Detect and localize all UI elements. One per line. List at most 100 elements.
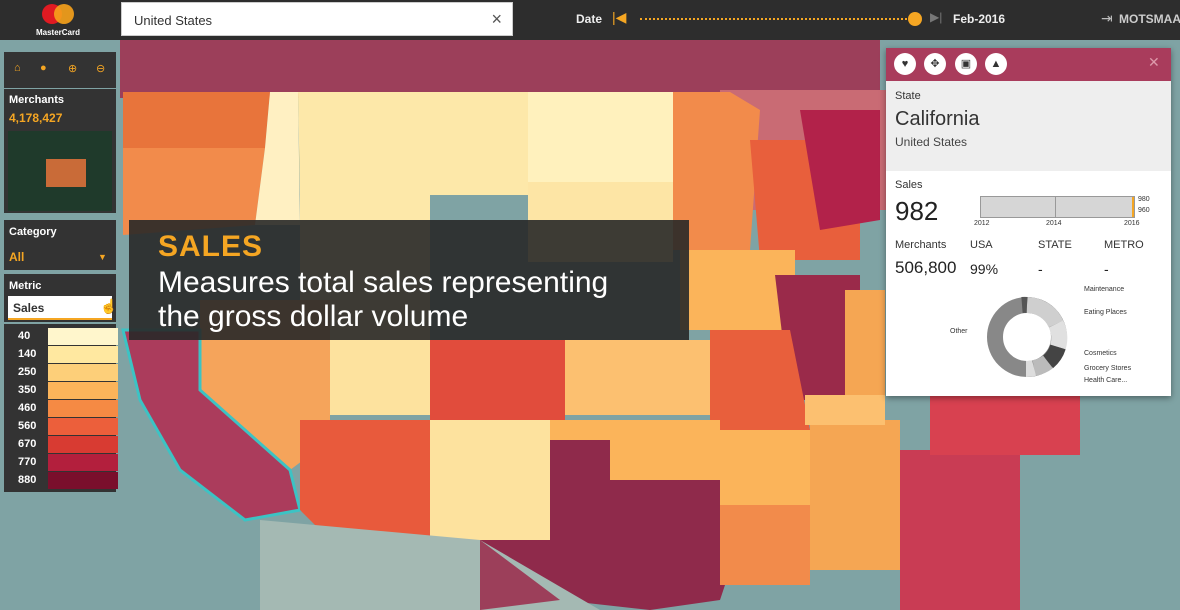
legend-row: 140: [8, 346, 118, 363]
donut-label-grocery: Grocery Stores: [1084, 365, 1132, 372]
merchants-card: Merchants 4,178,427: [4, 89, 116, 213]
skip-to-end-icon[interactable]: ▶|: [930, 10, 943, 24]
date-value: Feb-2016: [953, 12, 1006, 26]
state-section: State California United States: [886, 81, 1171, 171]
state-label: State: [895, 90, 921, 102]
sales-label: Sales: [895, 179, 923, 191]
legend-swatch: [48, 400, 118, 417]
metric-select[interactable]: Sales ☝: [8, 296, 117, 320]
close-icon[interactable]: ×: [491, 9, 502, 29]
globe-icon[interactable]: ●: [40, 62, 47, 74]
minimap-viewport[interactable]: [46, 159, 86, 187]
overlay-title: SALES: [158, 230, 264, 263]
overlay-line-2: the gross dollar volume: [158, 300, 469, 333]
legend-value: 460: [18, 402, 37, 414]
legend-swatch: [48, 454, 118, 471]
metro-column-label: METRO: [1104, 239, 1144, 251]
legend-swatch: [48, 328, 118, 345]
metric-card: Metric Sales ☝: [4, 274, 117, 322]
spark-year-2012: 2012: [974, 220, 990, 227]
search-value: United States: [134, 13, 213, 28]
sales-sparkline: [980, 196, 1135, 218]
state-country: United States: [895, 135, 968, 149]
legend-row: 880: [8, 472, 118, 489]
home-icon[interactable]: ⌂: [14, 62, 21, 74]
donut-label-maintenance: Maintenance: [1084, 286, 1125, 293]
mastercard-logo-icon: [42, 4, 74, 24]
metric-label: Metric: [9, 280, 42, 292]
top-bar: MasterCard United States × Date |◀ ▶| Fe…: [0, 0, 1180, 40]
legend-row: 350: [8, 382, 118, 399]
merchants-label: Merchants: [895, 239, 947, 251]
donut-label-eating: Eating Places: [1084, 309, 1127, 316]
donut-label-health: Health Care...: [1084, 377, 1128, 384]
donut-label-other: Other: [950, 328, 968, 335]
legend-row: 40: [8, 328, 118, 345]
legend-value: 40: [18, 330, 31, 342]
donut-grocery[interactable]: [1032, 355, 1053, 376]
state-info-panel: ♥ ✥ ▣ ▲ ✕ State California United States…: [886, 48, 1171, 396]
metro-share-value: -: [1104, 261, 1109, 277]
merchants-value: 506,800: [895, 258, 957, 277]
usa-share-value: 99%: [970, 261, 999, 277]
donut-health[interactable]: [1025, 360, 1036, 378]
date-slider-handle[interactable]: [908, 12, 922, 26]
metric-overlay: SALES Measures total sales representing …: [129, 220, 689, 340]
legend-row: 460: [8, 400, 118, 417]
category-card: Category All ▼: [4, 220, 116, 270]
donut-cosmetics[interactable]: [1042, 344, 1066, 369]
logout-icon[interactable]: ⇥: [1101, 10, 1113, 26]
chevron-down-icon[interactable]: ▼: [98, 252, 107, 262]
category-select[interactable]: All: [9, 250, 25, 264]
donut-eating-places[interactable]: [1026, 297, 1064, 328]
spark-year-2014: 2014: [1046, 220, 1062, 227]
legend-value: 140: [18, 348, 37, 360]
legend-swatch: [48, 346, 118, 363]
legend-value: 250: [18, 366, 37, 378]
legend-swatch: [48, 418, 118, 435]
state-column-label: STATE: [1038, 239, 1072, 251]
category-label: Category: [9, 226, 57, 238]
color-legend: 40 140 250 350 460 560 670 770 880: [4, 324, 118, 492]
legend-row: 250: [8, 364, 118, 381]
area-chart-icon[interactable]: ▲: [985, 53, 1007, 75]
state-share-value: -: [1038, 261, 1043, 277]
legend-value: 880: [18, 474, 37, 486]
legend-row: 770: [8, 454, 118, 471]
user-name[interactable]: MOTSMAA: [1119, 12, 1180, 26]
legend-swatch: [48, 472, 118, 489]
legend-value: 350: [18, 384, 37, 396]
trophy-icon[interactable]: ♥: [894, 53, 916, 75]
category-donut-chart[interactable]: [982, 292, 1072, 382]
legend-value: 670: [18, 438, 37, 450]
merchants-value: 4,178,427: [9, 111, 63, 125]
zoom-out-icon[interactable]: ⊖: [96, 63, 106, 75]
zoom-in-icon[interactable]: ⊕: [68, 63, 78, 75]
legend-value: 770: [18, 456, 37, 468]
skip-to-start-icon[interactable]: |◀: [612, 9, 627, 25]
logo-text: MasterCard: [35, 28, 80, 37]
legend-row: 670: [8, 436, 118, 453]
legend-swatch: [48, 364, 118, 381]
hand-cursor-icon: ☝: [100, 298, 118, 314]
info-panel-header: ♥ ✥ ▣ ▲ ✕: [886, 48, 1171, 81]
sales-value: 982: [895, 196, 939, 226]
merchants-label: Merchants: [9, 94, 65, 106]
date-slider-track[interactable]: [640, 18, 915, 20]
mastercard-logo: MasterCard: [30, 3, 86, 37]
state-name: California: [895, 108, 980, 130]
legend-row: 560: [8, 418, 118, 435]
legend-swatch: [48, 382, 118, 399]
search-input[interactable]: United States ×: [121, 2, 513, 36]
legend-swatch: [48, 436, 118, 453]
close-icon[interactable]: ✕: [1148, 54, 1160, 70]
crosshair-icon[interactable]: ✥: [924, 53, 946, 75]
donut-label-cosmetics: Cosmetics: [1084, 350, 1117, 357]
minimap[interactable]: [8, 131, 112, 211]
spark-year-2016: 2016: [1124, 220, 1140, 227]
save-icon[interactable]: ▣: [955, 53, 977, 75]
donut-eating-places-2[interactable]: [1048, 320, 1068, 350]
spark-value-high: 980: [1138, 196, 1150, 203]
map-toolbar: ⌂ ● ⊕ ⊖: [4, 52, 116, 88]
usa-column-label: USA: [970, 239, 993, 251]
